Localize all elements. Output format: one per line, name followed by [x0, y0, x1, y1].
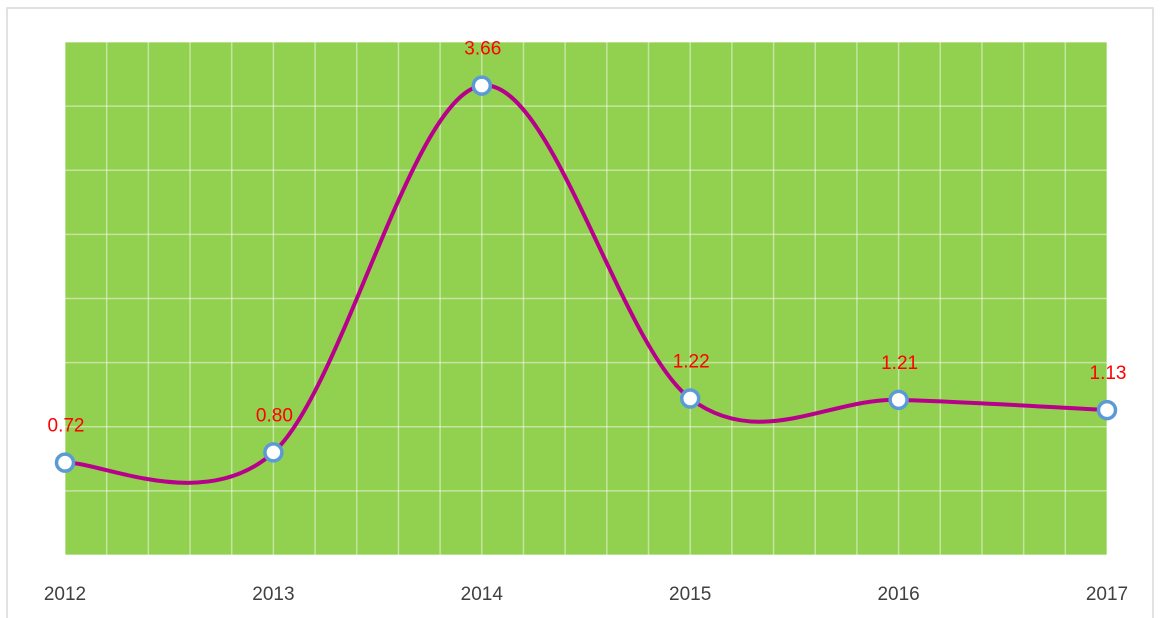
- data-label: 3.66: [464, 39, 501, 60]
- x-tick-label: 2017: [1086, 584, 1128, 605]
- x-tick-label: 2014: [461, 584, 504, 605]
- point-marker: [888, 389, 909, 411]
- point-marker: [263, 442, 284, 463]
- point-marker: [679, 388, 701, 409]
- data-label: 0.72: [48, 416, 85, 437]
- data-label: 1.22: [673, 352, 710, 373]
- point-marker: [54, 452, 76, 473]
- x-tick-label: 2015: [669, 584, 711, 605]
- point-marker: [471, 75, 493, 96]
- x-tick-label: 2013: [252, 584, 294, 605]
- data-label: 0.80: [256, 405, 293, 426]
- data-label: 1.21: [881, 353, 918, 374]
- point-marker: [1096, 399, 1118, 421]
- chart-border: [6, 7, 1154, 618]
- plot-area: [65, 42, 1107, 555]
- data-label: 1.13: [1090, 363, 1127, 384]
- x-tick-label: 2016: [877, 584, 919, 605]
- x-tick-label: 2012: [44, 584, 86, 605]
